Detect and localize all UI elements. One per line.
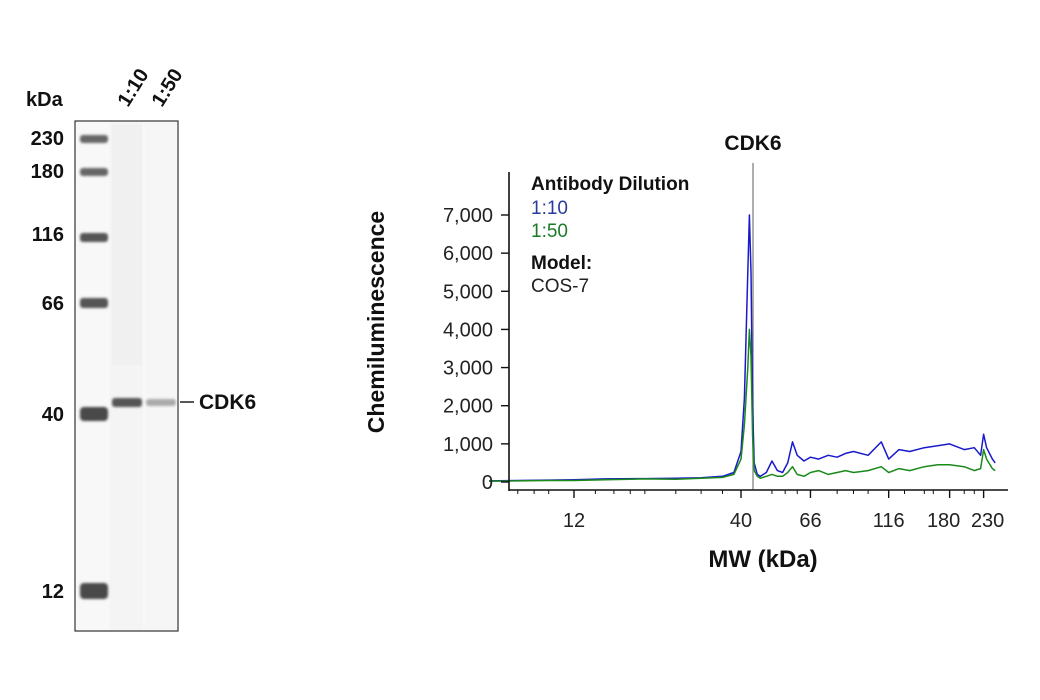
gel-unit-label: kDa — [26, 89, 64, 111]
y-tick-label: 7,000 — [443, 205, 493, 227]
y-tick-label: 6,000 — [443, 243, 493, 265]
legend-entry-1-10: 1:10 — [531, 198, 568, 219]
ladder-band-230 — [80, 135, 108, 143]
ladder-band-66 — [80, 298, 108, 308]
chart-title: CDK6 — [724, 132, 781, 155]
y-tick-label: 4,000 — [443, 319, 493, 341]
marker-label-12: 12 — [42, 581, 64, 603]
x-ticks: 12 40 66 116 180 230 — [517, 490, 1004, 532]
lane-label-1: 1:10 — [114, 65, 154, 111]
ladder-band-40 — [80, 407, 108, 421]
x-tick-label: 230 — [971, 510, 1004, 532]
marker-label-40: 40 — [42, 404, 64, 426]
y-tick-label: 2,000 — [443, 396, 493, 418]
series-line-1-10 — [488, 214, 996, 482]
sample-band-1-50 — [146, 399, 176, 406]
gel-lane-1-smear — [112, 125, 142, 365]
marker-label-66: 66 — [42, 293, 64, 315]
ladder-band-12 — [80, 583, 108, 599]
sample-band-1-10 — [112, 398, 142, 407]
model-label: Model: — [531, 253, 592, 274]
x-tick-label: 180 — [927, 510, 960, 532]
series-line-1-50 — [488, 328, 996, 482]
x-tick-label: 12 — [563, 510, 585, 532]
ladder-band-116 — [80, 233, 108, 242]
y-tick-label: 1,000 — [443, 434, 493, 456]
x-axis-label: MW (kDa) — [708, 546, 817, 573]
y-ticks: 0 1,000 2,000 3,000 4,000 5,000 6,000 7,000 — [443, 205, 509, 494]
y-axis-label: Chemiluminescence — [363, 211, 389, 433]
x-tick-label: 116 — [873, 510, 905, 532]
x-tick-label: 66 — [799, 510, 821, 532]
series-layer — [488, 214, 996, 482]
marker-label-180: 180 — [31, 161, 64, 183]
ladder-band-180 — [80, 168, 108, 176]
x-tick-label: 40 — [730, 510, 752, 532]
y-tick-label: 0 — [482, 472, 493, 494]
marker-label-230: 230 — [31, 128, 64, 150]
ladder — [80, 135, 108, 599]
legend-entry-1-50: 1:50 — [531, 221, 568, 242]
legend-title: Antibody Dilution — [531, 174, 689, 195]
band-label: CDK6 — [199, 391, 256, 414]
gel-panel: kDa 1:10 1:50 230 180 116 66 40 12 — [26, 65, 256, 632]
y-tick-label: 3,000 — [443, 358, 493, 380]
model-value: COS-7 — [531, 276, 589, 297]
marker-label-116: 116 — [32, 224, 64, 246]
y-tick-label: 5,000 — [443, 281, 493, 303]
lane-label-2: 1:50 — [148, 65, 188, 111]
legend: Antibody Dilution 1:10 1:50 Model: COS-7 — [531, 174, 689, 297]
chart: CDK6 0 1,000 2,000 3,000 4,000 5,000 6,000 7,00… — [363, 132, 1008, 573]
gel-lane-2 — [145, 122, 176, 630]
